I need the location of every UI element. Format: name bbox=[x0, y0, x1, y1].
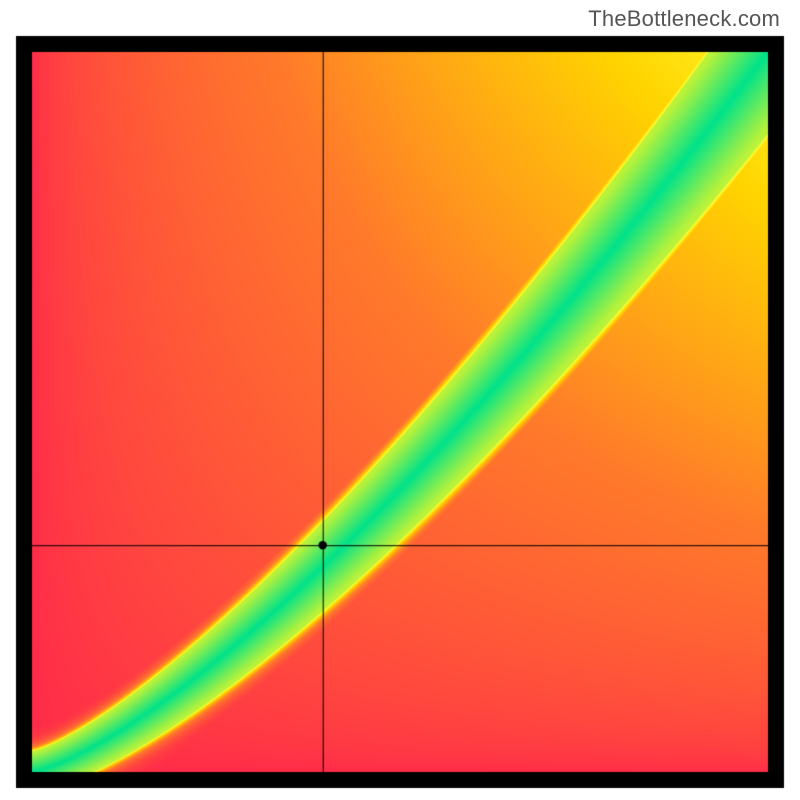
heatmap-canvas bbox=[0, 0, 800, 800]
chart-container: TheBottleneck.com bbox=[0, 0, 800, 800]
attribution-text: TheBottleneck.com bbox=[588, 6, 780, 32]
